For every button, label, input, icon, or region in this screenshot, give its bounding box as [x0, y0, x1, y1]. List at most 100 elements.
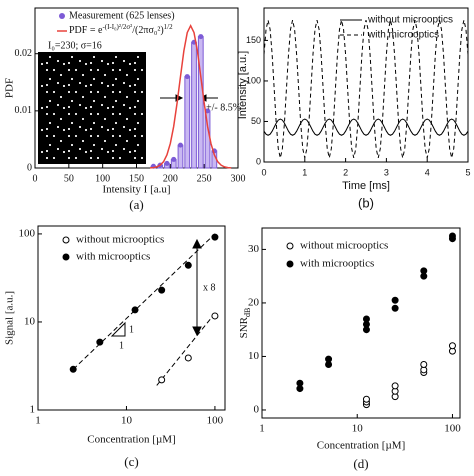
panel-label: (c)	[124, 454, 138, 469]
x-tick-label: 0	[261, 167, 266, 177]
legend-marker	[59, 13, 65, 19]
x-axis-label: Intensity I [a.u]	[102, 184, 170, 196]
y-axis-label-main: SNR	[238, 316, 250, 338]
y-tick-label: 150	[246, 35, 261, 45]
annotation: 1	[119, 340, 124, 351]
y-tick-label: 100	[246, 75, 261, 85]
y-tick-label: 1	[30, 404, 36, 416]
x-axis-label: Time [ms]	[342, 180, 390, 192]
point	[158, 376, 166, 384]
y-axis-label: Signal [a.u.]	[4, 291, 16, 345]
x-tick-label: 50	[64, 173, 74, 184]
legend-label: with microoptics	[76, 251, 150, 263]
y-tick-label: 30	[248, 243, 260, 255]
x-axis-label: Concentration [µM]	[87, 434, 176, 446]
x-tick-label: 150	[129, 173, 144, 184]
x-tick-label: 1	[35, 415, 41, 427]
plot-frame	[261, 227, 461, 419]
formula: PDF = e-(I-I₀)²/2σ²/(2πσ₀²)1/2	[69, 23, 173, 37]
bar	[184, 76, 191, 169]
point	[448, 232, 456, 240]
legend-label: without microoptics	[76, 234, 164, 246]
legend-label: without microoptics	[367, 15, 453, 26]
x-tick-label: 10	[121, 415, 133, 427]
annotation: x 8	[203, 282, 216, 293]
point	[420, 360, 428, 368]
y-tick-label: 10	[24, 315, 36, 327]
point	[391, 304, 399, 312]
y-tick-label: 0	[254, 404, 260, 416]
point	[184, 354, 192, 362]
legend-marker	[286, 242, 294, 250]
y-tick-label: 0.01	[15, 105, 33, 116]
point	[391, 296, 399, 304]
panel-label: (d)	[353, 456, 368, 471]
bar	[197, 36, 204, 169]
y-axis-label: SNRdB	[238, 308, 253, 339]
bar-marker	[164, 160, 170, 166]
x-tick-label: 3	[384, 167, 389, 177]
y-axis-label: PDF	[4, 78, 16, 98]
point	[184, 261, 192, 269]
pdf-curve	[149, 24, 232, 169]
x-tick-label: 250	[197, 173, 212, 184]
formula-divisor: /(2πσ₀²)	[132, 25, 163, 36]
point	[131, 306, 139, 314]
point	[391, 382, 399, 390]
annotation: 1	[129, 324, 134, 335]
legend-marker	[62, 253, 70, 261]
panel-label: (a)	[129, 197, 143, 212]
plot-frame	[263, 7, 469, 163]
legend-marker	[62, 236, 70, 244]
x-tick-label: 200	[163, 173, 178, 184]
point	[325, 355, 333, 363]
bar-marker	[198, 34, 204, 40]
parameters: I₀=230; σ=16	[48, 40, 102, 51]
x-tick-label: 1	[259, 423, 265, 435]
x-tick-label: 100	[444, 423, 461, 435]
annotation: +/- 8.5%	[206, 102, 241, 113]
formula-exponent: -(I-I₀)²/2σ²	[102, 23, 132, 31]
panel: 1 10 100 1 10 100 Concentration [µM] Signal [a.…	[4, 225, 226, 469]
x-tick-label: 2	[343, 167, 348, 177]
legend-label: Measurement (625 lenses)	[69, 10, 175, 21]
legend-label: without microoptics	[300, 240, 388, 252]
point	[96, 338, 104, 346]
bar-marker	[177, 142, 183, 148]
x-tick-label: 100	[95, 173, 110, 184]
point	[69, 365, 77, 373]
slope-triangle	[110, 321, 126, 337]
x-tick-label: 1	[302, 167, 307, 177]
point	[296, 379, 304, 387]
point	[420, 267, 428, 275]
y-tick-label: 0	[27, 162, 32, 173]
point	[448, 342, 456, 350]
legend-label: with microoptics	[300, 258, 374, 270]
inset-image	[38, 52, 146, 164]
y-tick-label: 0.02	[15, 48, 33, 59]
bar-marker	[205, 108, 211, 114]
x-tick-label: 300	[231, 173, 246, 184]
formula-base: PDF = e	[69, 25, 103, 36]
x-axis-label: Concentration [µM]	[317, 440, 406, 452]
y-tick-label: 10	[248, 350, 260, 362]
bar	[177, 144, 184, 169]
y-axis-label-sub: dB	[243, 308, 252, 317]
point	[211, 312, 219, 320]
ratio-arrow	[192, 238, 202, 337]
bar-marker	[184, 74, 190, 80]
fit-line	[156, 313, 216, 386]
x-tick-label: 0	[33, 173, 38, 184]
bar-marker	[171, 156, 177, 162]
y-tick-label: 0	[256, 156, 261, 166]
point	[362, 315, 370, 323]
point	[211, 233, 219, 241]
point	[362, 395, 370, 403]
y-axis-label: Intensity [a.u.]	[237, 51, 249, 119]
x-tick-label: 4	[425, 167, 430, 177]
legend-marker	[286, 260, 294, 268]
panel: 0 50 100 150 200 250 300 0 0.01 0.02 Intensity I […	[4, 7, 246, 212]
